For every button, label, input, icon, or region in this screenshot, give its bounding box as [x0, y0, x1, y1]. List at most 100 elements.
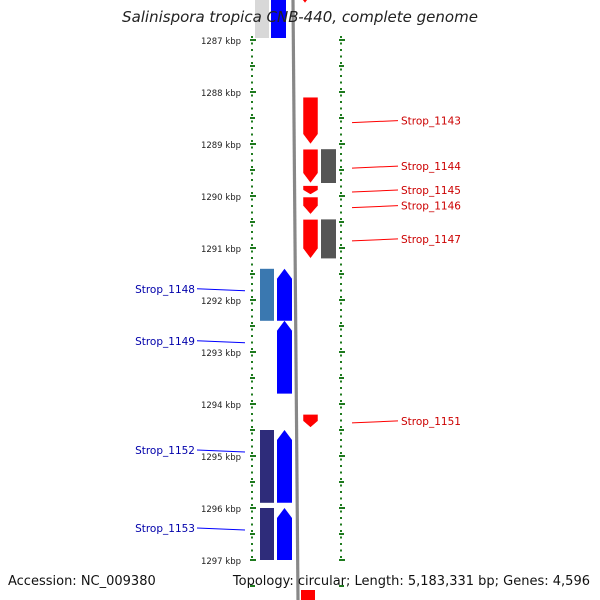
left-minor-tick: [251, 36, 253, 38]
left-mid-tick: [250, 273, 255, 275]
right-minor-tick: [340, 328, 342, 331]
right-minor-tick: [340, 211, 342, 214]
right-minor-tick: [340, 400, 342, 402]
right-major-tick: [339, 195, 345, 197]
left-minor-tick: [251, 504, 253, 506]
left-mid-tick: [250, 65, 255, 67]
gene-label-leader: [196, 449, 246, 453]
gene-label-leader: [196, 340, 246, 344]
right-minor-tick: [340, 341, 342, 344]
left-minor-tick: [251, 146, 253, 149]
right-minor-tick: [340, 380, 342, 383]
left-mid-tick: [250, 533, 255, 535]
left-minor-tick: [251, 367, 253, 370]
left-minor-tick: [251, 133, 253, 136]
left-mid-tick: [250, 429, 255, 431]
left-major-tick: [250, 299, 256, 301]
left-minor-tick: [251, 94, 253, 97]
ruler-tick-label: 1291 kbp: [201, 245, 241, 255]
genome-backbone: [291, 0, 300, 600]
left-mid-tick: [250, 585, 255, 587]
left-minor-tick: [251, 432, 253, 435]
left-minor-tick: [251, 523, 253, 526]
ruler-tick-label: 1294 kbp: [201, 401, 241, 411]
left-minor-tick: [251, 75, 253, 77]
right-minor-tick: [340, 179, 342, 181]
forward-gene-arrow: [302, 414, 319, 428]
right-minor-tick: [340, 276, 342, 279]
right-minor-tick: [340, 484, 342, 487]
right-minor-tick: [340, 445, 342, 448]
left-mid-tick: [250, 221, 255, 223]
right-minor-tick: [340, 315, 342, 318]
right-minor-tick: [340, 127, 342, 129]
right-minor-tick: [340, 348, 342, 350]
right-minor-tick: [340, 458, 342, 461]
right-minor-tick: [340, 556, 342, 558]
left-minor-tick: [251, 81, 253, 84]
left-major-tick: [250, 247, 256, 249]
reverse-feature-block: [260, 268, 274, 321]
right-minor-tick: [340, 153, 342, 155]
left-mid-tick: [250, 117, 255, 119]
right-minor-tick: [340, 322, 342, 324]
left-minor-tick: [251, 536, 253, 539]
ruler-tick-label: 1295 kbp: [201, 453, 241, 463]
right-minor-tick: [340, 354, 342, 357]
left-minor-tick: [251, 231, 253, 233]
left-minor-tick: [251, 263, 253, 266]
right-major-tick: [339, 351, 345, 353]
right-minor-tick: [340, 114, 342, 116]
ruler-tick-label: 1289 kbp: [201, 141, 241, 151]
right-minor-tick: [340, 224, 342, 227]
left-minor-tick: [251, 257, 253, 259]
left-minor-tick: [251, 400, 253, 402]
gene-label: Strop_1152: [135, 445, 195, 457]
right-minor-tick: [340, 140, 342, 142]
right-minor-tick: [340, 452, 342, 454]
left-minor-tick: [251, 211, 253, 214]
partial-feature-block: [255, 0, 269, 38]
right-minor-tick: [340, 465, 342, 467]
genome-summary-text: Topology: circular; Length: 5,183,331 bp…: [232, 574, 590, 589]
right-minor-tick: [340, 497, 342, 500]
left-minor-tick: [251, 172, 253, 175]
right-minor-tick: [340, 263, 342, 266]
gene-label-leader: [196, 527, 246, 531]
right-minor-tick: [340, 335, 342, 337]
right-minor-tick: [340, 231, 342, 233]
ruler-tick-label: 1293 kbp: [201, 349, 241, 359]
right-minor-tick: [340, 432, 342, 435]
gene-label-leader: [351, 189, 399, 193]
right-minor-tick: [340, 75, 342, 77]
right-major-tick: [339, 507, 345, 509]
right-minor-tick: [340, 159, 342, 162]
left-minor-tick: [251, 348, 253, 350]
left-minor-tick: [251, 335, 253, 337]
right-minor-tick: [340, 302, 342, 305]
right-minor-tick: [340, 198, 342, 201]
left-minor-tick: [251, 478, 253, 480]
right-minor-tick: [340, 146, 342, 149]
right-mid-tick: [339, 169, 344, 171]
right-minor-tick: [340, 244, 342, 246]
left-minor-tick: [251, 510, 253, 513]
gene-label: Strop_1148: [135, 284, 195, 296]
right-major-tick: [339, 91, 345, 93]
gene-label-leader: [351, 238, 399, 242]
right-minor-tick: [340, 237, 342, 240]
left-minor-tick: [251, 413, 253, 415]
gene-label-leader: [196, 288, 246, 292]
left-minor-tick: [251, 315, 253, 318]
left-major-tick: [250, 351, 256, 353]
right-minor-tick: [340, 62, 342, 64]
left-minor-tick: [251, 302, 253, 305]
right-minor-tick: [340, 270, 342, 272]
left-major-tick: [250, 91, 256, 93]
ruler-tick-label: 1292 kbp: [201, 297, 241, 307]
gene-label: Strop_1144: [401, 161, 461, 173]
left-minor-tick: [251, 68, 253, 71]
gene-label: Strop_1145: [401, 185, 461, 197]
right-mid-tick: [339, 481, 344, 483]
right-major-tick: [339, 455, 345, 457]
